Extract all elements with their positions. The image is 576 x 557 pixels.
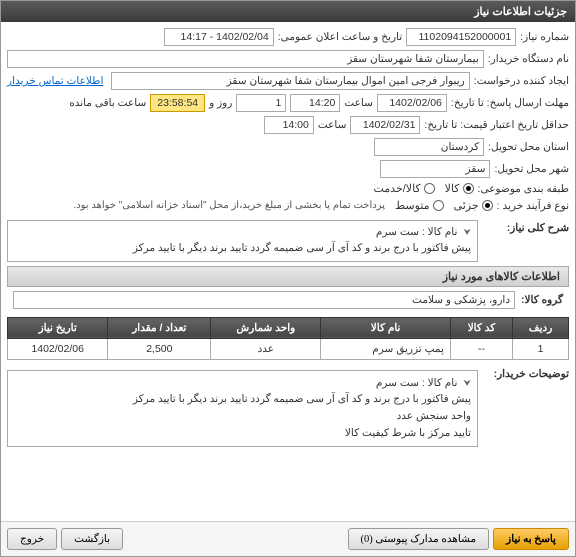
category-radio-group: کالا کالا/خدمت [373, 182, 473, 195]
deadline-label: مهلت ارسال پاسخ: تا تاریخ: [451, 97, 569, 109]
cat-opt1-wrap[interactable]: کالا [445, 182, 474, 195]
th-date: تاریخ نیاز [8, 317, 108, 338]
row-need-announce: شماره نیاز: 1102094152000001 تاریخ و ساع… [7, 28, 569, 46]
buyer-org-value: بیمارستان شفا شهرستان سقز [7, 50, 484, 68]
province-value: کردستان [374, 138, 484, 156]
need-no-value: 1102094152000001 [406, 28, 516, 46]
td-qty: 2,500 [108, 338, 211, 359]
footer-bar: پاسخ به نیاز مشاهده مدارک پیوستی (0) باز… [1, 521, 575, 556]
attachments-button[interactable]: مشاهده مدارک پیوستی (0) [348, 528, 490, 550]
table-body: 1 -- پمپ تزریق سرم عدد 2,500 1402/02/06 [8, 338, 569, 359]
requester-label: ایجاد کننده درخواست: [474, 75, 569, 87]
buyer-notes-box: ⮟ نام کالا : ست سرم پیش فاکتور با درج بر… [7, 370, 478, 447]
th-row: ردیف [513, 317, 569, 338]
proc-opt1-radio[interactable] [482, 200, 493, 211]
items-section-title: اطلاعات کالاهای مورد نیاز [443, 271, 560, 283]
th-unit: واحد شمارش [211, 317, 321, 338]
items-table: ردیف کد کالا نام کالا واحد شمارش تعداد /… [7, 317, 569, 360]
cat-opt1-radio[interactable] [463, 183, 474, 194]
process-label: نوع فرآیند خرید : [497, 200, 569, 212]
expand-icon[interactable]: ⮟ [463, 226, 471, 240]
description-label: شرح کلی نیاز: [484, 220, 569, 234]
content-area: شماره نیاز: 1102094152000001 تاریخ و ساع… [1, 22, 575, 521]
countdown-timer: 23:58:54 [150, 94, 205, 112]
group-label: گروه کالا: [521, 294, 563, 306]
row-requester: ایجاد کننده درخواست: ریبوار فرجی امین ام… [7, 72, 569, 90]
th-name: نام کالا [321, 317, 451, 338]
proc-opt1-label: جزئی [454, 199, 479, 212]
td-name: پمپ تزریق سرم [321, 338, 451, 359]
validity-date: 1402/02/31 [350, 116, 420, 134]
bn-line3: واحد سنجش عدد [397, 410, 471, 422]
days-value: 1 [236, 94, 286, 112]
category-label: طبقه بندی موضوعی: [478, 183, 569, 195]
table-header-row: ردیف کد کالا نام کالا واحد شمارش تعداد /… [8, 317, 569, 338]
details-window: جزئیات اطلاعات نیاز شماره نیاز: 11020941… [0, 0, 576, 557]
td-date: 1402/02/06 [8, 338, 108, 359]
proc-opt2-label: متوسط [395, 199, 430, 212]
window-title-bar: جزئیات اطلاعات نیاز [1, 1, 575, 22]
proc-opt2-wrap[interactable]: متوسط [395, 199, 444, 212]
td-unit: عدد [211, 338, 321, 359]
city-value: سقز [380, 160, 490, 178]
buyer-notes-label: توضیحات خریدار: [484, 366, 569, 380]
group-row: گروه کالا: دارو، پزشکی و سلامت [7, 287, 569, 313]
row-validity: حداقل تاریخ اعتبار قیمت: تا تاریخ: 1402/… [7, 116, 569, 134]
description-box: ⮟ نام کالا : ست سرم پیش فاکتور با درج بر… [7, 220, 478, 262]
days-and-label: روز و [209, 97, 232, 109]
window-title: جزئیات اطلاعات نیاز [474, 6, 567, 18]
buyer-org-label: نام دستگاه خریدار: [488, 53, 569, 65]
proc-opt1-wrap[interactable]: جزئی [454, 199, 493, 212]
city-label: شهر محل تحویل: [494, 163, 569, 175]
deadline-date: 1402/02/06 [377, 94, 447, 112]
desc-line2: پیش فاکتور با درج برند و کد آی آر سی ضمی… [133, 242, 471, 254]
bn-line1: نام کالا : ست سرم [376, 377, 458, 389]
row-category: طبقه بندی موضوعی: کالا کالا/خدمت [7, 182, 569, 195]
desc-line1: نام کالا : ست سرم [376, 226, 458, 238]
buyer-notes-section: توضیحات خریدار: ⮟ نام کالا : ست سرم پیش … [7, 366, 569, 447]
row-deadline: مهلت ارسال پاسخ: تا تاریخ: 1402/02/06 سا… [7, 94, 569, 112]
remaining-label: ساعت باقی مانده [69, 97, 146, 109]
proc-opt2-radio[interactable] [433, 200, 444, 211]
cat-opt2-wrap[interactable]: کالا/خدمت [373, 182, 434, 195]
cat-opt2-label: کالا/خدمت [373, 182, 420, 195]
respond-button[interactable]: پاسخ به نیاز [493, 528, 569, 550]
expand-icon-2[interactable]: ⮟ [463, 376, 471, 390]
table-row[interactable]: 1 -- پمپ تزریق سرم عدد 2,500 1402/02/06 [8, 338, 569, 359]
table-head: ردیف کد کالا نام کالا واحد شمارش تعداد /… [8, 317, 569, 338]
row-buyer-org: نام دستگاه خریدار: بیمارستان شفا شهرستان… [7, 50, 569, 68]
description-section: شرح کلی نیاز: ⮟ نام کالا : ست سرم پیش فا… [7, 220, 569, 266]
items-section-header: اطلاعات کالاهای مورد نیاز [7, 266, 569, 287]
th-qty: تعداد / مقدار [108, 317, 211, 338]
footer-spacer [127, 528, 343, 550]
group-value: دارو، پزشکی و سلامت [13, 291, 515, 309]
back-button[interactable]: بازگشت [61, 528, 123, 550]
cat-opt1-label: کالا [445, 182, 460, 195]
province-label: استان محل تحویل: [488, 141, 569, 153]
row-city: شهر محل تحویل: سقز [7, 160, 569, 178]
announce-label: تاریخ و ساعت اعلان عمومی: [278, 31, 402, 43]
th-code: کد کالا [450, 317, 512, 338]
cat-opt2-radio[interactable] [424, 183, 435, 194]
requester-value: ریبوار فرجی امین اموال بیمارستان شفا شهر… [111, 72, 469, 90]
bn-line2: پیش فاکتور با درج برند و کد آی آر سی ضمی… [133, 393, 471, 405]
row-process: نوع فرآیند خرید : جزئی متوسط پرداخت تمام… [7, 199, 569, 212]
validity-time: 14:00 [264, 116, 314, 134]
exit-button[interactable]: خروج [7, 528, 57, 550]
time-label-2: ساعت [318, 119, 347, 131]
td-row: 1 [513, 338, 569, 359]
row-province: استان محل تحویل: کردستان [7, 138, 569, 156]
contact-link[interactable]: اطلاعات تماس خریدار [7, 75, 103, 87]
time-label-1: ساعت [344, 97, 373, 109]
payment-note: پرداخت تمام یا بخشی از مبلغ خرید،از محل … [73, 200, 385, 211]
deadline-time: 14:20 [290, 94, 340, 112]
td-code: -- [450, 338, 512, 359]
bn-line4: تایید مرکز با شرط کیفیت کالا [345, 427, 471, 439]
need-no-label: شماره نیاز: [520, 31, 569, 43]
announce-value: 1402/02/04 - 14:17 [164, 28, 274, 46]
validity-label: حداقل تاریخ اعتبار قیمت: تا تاریخ: [424, 119, 569, 131]
process-radio-group: جزئی متوسط [395, 199, 493, 212]
